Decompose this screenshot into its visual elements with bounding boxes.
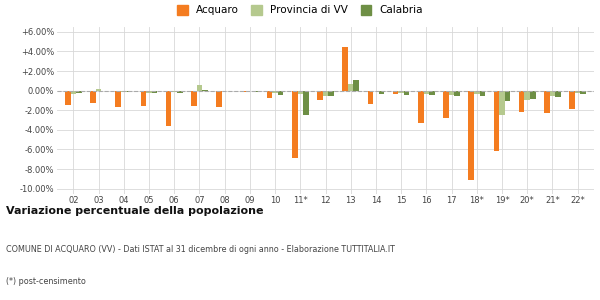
Bar <box>368 91 373 104</box>
Bar <box>494 91 499 152</box>
Bar <box>580 91 586 94</box>
Legend: Acquaro, Provincia di VV, Calabria: Acquaro, Provincia di VV, Calabria <box>177 5 423 15</box>
Bar <box>424 91 429 94</box>
Bar <box>443 91 449 118</box>
Bar <box>474 91 479 94</box>
Bar <box>96 89 101 91</box>
Bar <box>393 91 398 94</box>
Bar <box>530 91 536 100</box>
Bar <box>267 91 272 98</box>
Bar <box>202 90 208 91</box>
Bar <box>172 91 177 92</box>
Bar <box>454 91 460 96</box>
Bar <box>71 91 76 94</box>
Bar <box>272 91 278 93</box>
Bar <box>90 91 96 103</box>
Bar <box>569 91 575 109</box>
Bar <box>398 91 404 93</box>
Text: Variazione percentuale della popolazione: Variazione percentuale della popolazione <box>6 206 263 217</box>
Bar <box>323 91 328 96</box>
Bar <box>353 80 359 91</box>
Bar <box>550 91 555 96</box>
Bar <box>303 91 308 115</box>
Bar <box>121 91 127 92</box>
Bar <box>404 91 409 94</box>
Bar <box>141 91 146 106</box>
Bar <box>328 91 334 96</box>
Bar <box>469 91 474 180</box>
Bar <box>146 91 152 93</box>
Bar <box>292 91 298 158</box>
Bar <box>379 91 384 94</box>
Bar <box>524 91 530 100</box>
Bar <box>429 91 434 94</box>
Bar <box>499 91 505 115</box>
Bar <box>449 91 454 94</box>
Bar <box>575 91 580 93</box>
Bar <box>166 91 172 126</box>
Bar <box>348 84 353 91</box>
Text: (*) post-censimento: (*) post-censimento <box>6 277 86 286</box>
Bar <box>418 91 424 123</box>
Bar <box>519 91 524 112</box>
Bar <box>253 91 258 92</box>
Text: COMUNE DI ACQUARO (VV) - Dati ISTAT al 31 dicembre di ogni anno - Elaborazione T: COMUNE DI ACQUARO (VV) - Dati ISTAT al 3… <box>6 245 395 254</box>
Bar <box>555 91 561 97</box>
Bar <box>505 91 510 101</box>
Bar <box>65 91 71 105</box>
Bar <box>177 91 182 93</box>
Bar <box>544 91 550 113</box>
Bar <box>298 91 303 94</box>
Bar <box>317 91 323 100</box>
Bar <box>191 91 197 106</box>
Bar <box>343 46 348 91</box>
Bar <box>242 91 247 92</box>
Bar <box>152 91 157 93</box>
Bar <box>76 91 82 93</box>
Bar <box>278 91 283 94</box>
Bar <box>217 91 222 107</box>
Bar <box>479 91 485 96</box>
Bar <box>115 91 121 107</box>
Bar <box>127 91 132 92</box>
Bar <box>197 85 202 91</box>
